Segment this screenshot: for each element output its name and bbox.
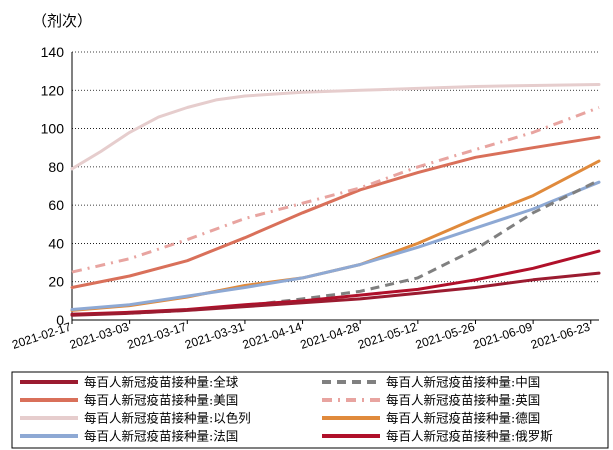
y-tick-label: 20 [48,274,64,290]
y-axis-ticks: 0 20 40 60 80 100 120 140 [41,44,65,328]
y-unit-label: （剂次） [32,12,92,30]
x-tick-label: 2021-03-31 [183,319,246,351]
y-tick-label: 60 [48,197,64,213]
y-tick-label: 0 [56,312,64,328]
legend-label: 每百人新冠疫苗接种量:德国 [386,411,540,426]
legend: 每百人新冠疫苗接种量:全球 每百人新冠疫苗接种量:中国每百人新冠疫苗接种量:美国每… [11,371,609,449]
series-line [70,180,601,311]
x-tick-label: 2021-06-09 [471,319,534,351]
y-tick-label: 80 [48,159,64,175]
x-tick-label: 2021-04-14 [241,319,304,351]
series-line [70,159,601,312]
legend-frame [11,371,609,449]
legend-label: 每百人新冠疫苗接种量:美国 [84,393,238,408]
x-tick-label: 2021-05-26 [414,319,477,351]
legend-label: 每百人新冠疫苗接种量:以色列 [84,411,251,426]
y-tick-label: 140 [41,44,65,60]
series-line [71,178,600,316]
legend-label: 每百人新冠疫苗接种量:俄罗斯 [386,429,553,444]
series-line [70,271,601,317]
series-line [70,83,601,171]
y-tick-label: 120 [41,82,65,98]
legend-label: 每百人新冠疫苗接种量:法国 [84,429,238,444]
x-tick-label: 2021-03-17 [125,319,188,351]
legend-label: 每百人新冠疫苗接种量:英国 [386,393,540,408]
series-lines [70,83,601,317]
series-line [70,135,601,289]
y-tick-label: 100 [41,121,65,137]
x-tick-label: 2021-06-23 [529,319,592,351]
y-tick-label: 40 [48,235,64,251]
x-tick-label: 2021-02-17 [10,319,73,351]
legend-label: 每百人新冠疫苗接种量:中国 [386,375,540,390]
x-tick-label: 2021-05-12 [356,319,419,351]
x-tick-label: 2021-03-03 [68,319,131,351]
legend-label: 每百人新冠疫苗接种量:全球 [84,375,239,390]
gridlines [72,51,599,283]
x-tick-label: 2021-04-28 [298,319,361,351]
series-line [71,106,600,274]
